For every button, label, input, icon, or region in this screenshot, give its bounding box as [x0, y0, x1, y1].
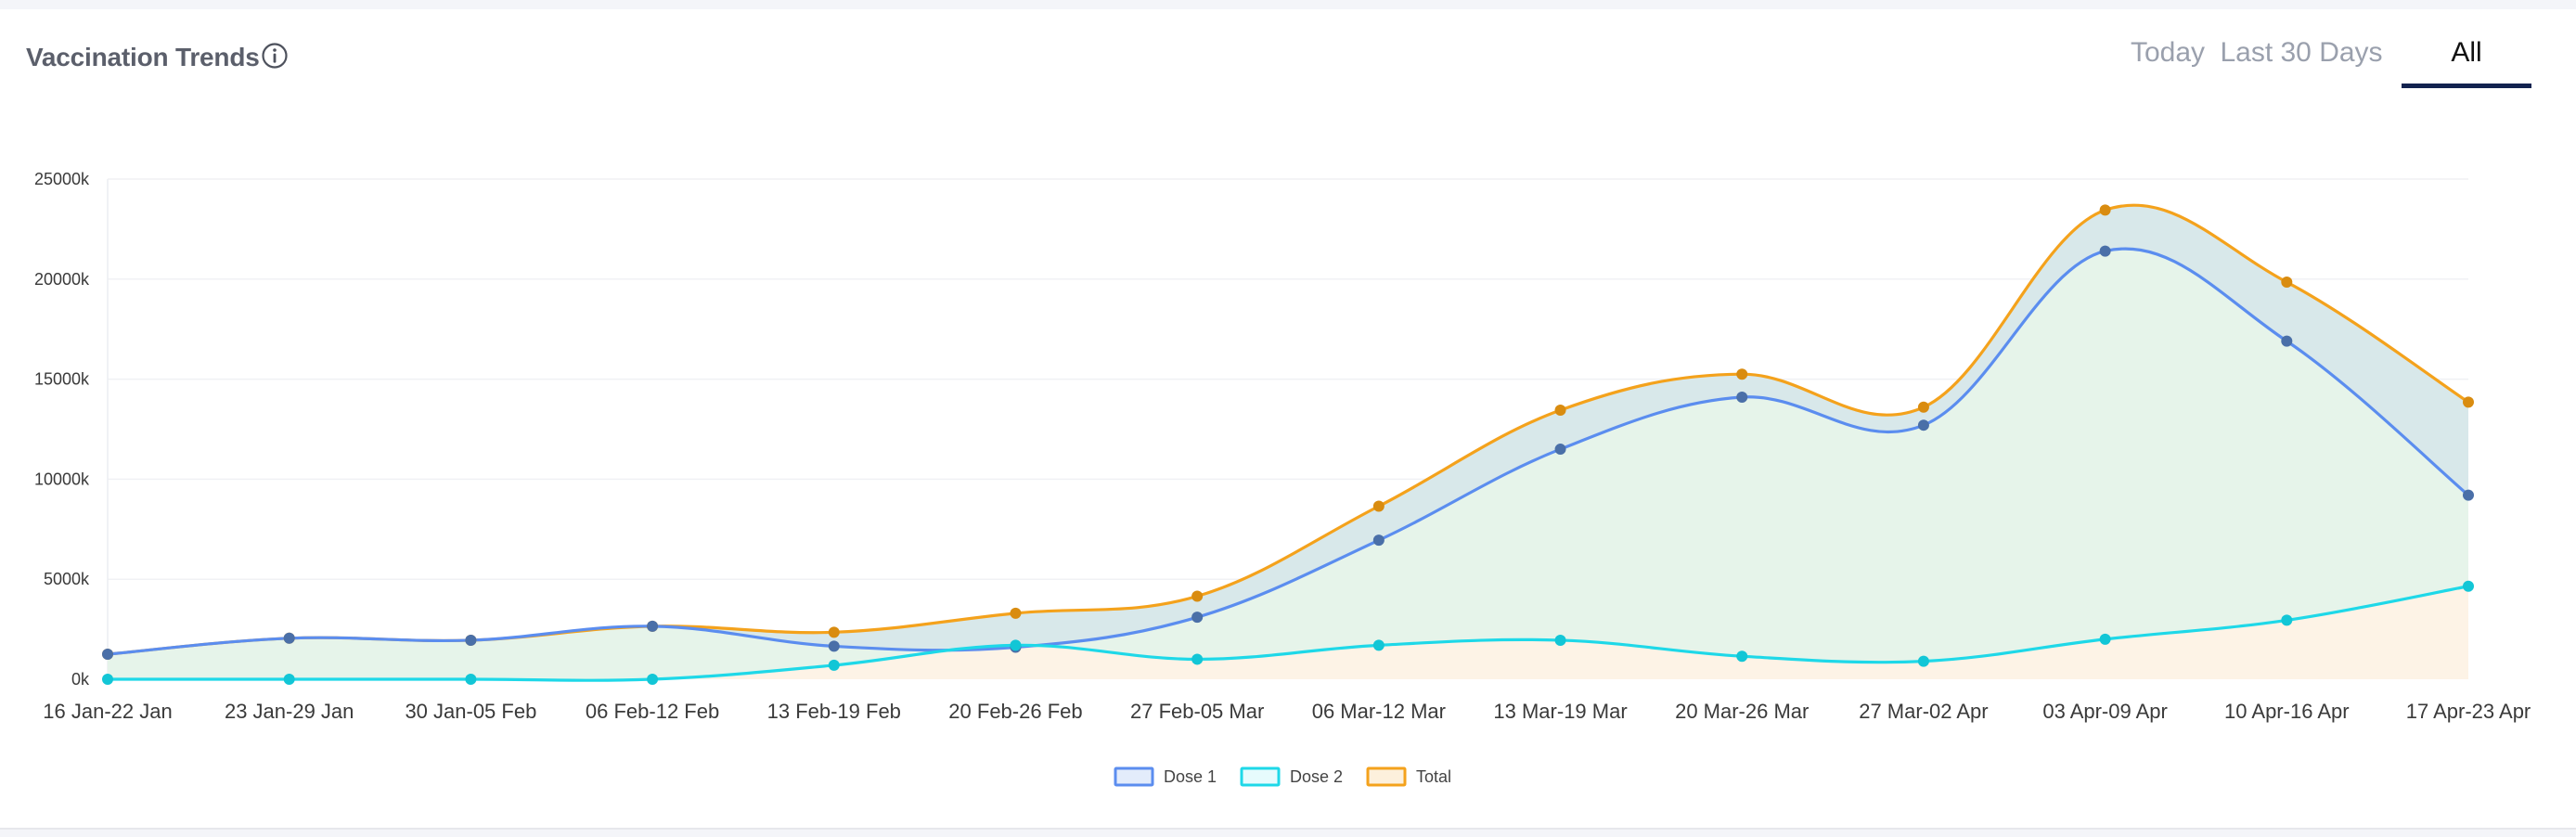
total-point — [1554, 405, 1566, 417]
dose1-point — [2281, 335, 2293, 347]
x-axis: 16 Jan-22 Jan 23 Jan-29 Jan 30 Jan-05 Feb 0… — [43, 700, 2531, 723]
x-tick-label: 03 Apr-09 Apr — [2042, 700, 2168, 723]
dose1-point — [1191, 612, 1204, 624]
y-tick-label: 15000k — [34, 370, 90, 389]
total-point — [1372, 500, 1385, 512]
x-tick-label: 13 Mar-19 Mar — [1493, 700, 1627, 723]
legend-label: Total — [1416, 767, 1451, 786]
dose2-line — [108, 585, 2469, 682]
legend-swatch — [1366, 766, 1407, 787]
y-tick-label: 5000k — [44, 570, 90, 588]
legend-label: Dose 2 — [1290, 767, 1343, 786]
legend-swatch — [1114, 766, 1154, 787]
dose1-point — [1372, 534, 1385, 547]
dose1-point — [1917, 419, 1929, 431]
vaccination-trends-card: Vaccination Trends Today Last 30 Days Al… — [0, 9, 2576, 830]
chart-title: Vaccination Trends — [26, 43, 260, 71]
x-tick-label: 20 Mar-26 Mar — [1675, 700, 1809, 723]
total-point — [1736, 368, 1748, 380]
total-point — [828, 626, 840, 638]
legend-label: Dose 1 — [1164, 767, 1217, 786]
chart-areas — [108, 205, 2468, 681]
vaccination-trends-chart: 0k 5000k 10000k 15000k 20000k 25000k 16 Jan-2… — [34, 170, 2531, 787]
tab-today[interactable]: Today — [2130, 37, 2206, 68]
dose2-point — [1372, 639, 1385, 651]
x-tick-label: 23 Jan-29 Jan — [225, 700, 354, 723]
legend-swatch — [1240, 766, 1281, 787]
x-tick-label: 13 Feb-19 Feb — [767, 700, 901, 723]
dose2-point — [828, 659, 840, 671]
dose1-point — [2099, 245, 2111, 257]
dose1-point — [828, 640, 840, 652]
dose2-point — [465, 674, 477, 685]
dose2-point — [2463, 580, 2474, 592]
y-tick-label: 0k — [71, 670, 90, 689]
dose2-point — [283, 674, 295, 685]
total-point — [1010, 607, 1022, 619]
dose1-point — [465, 634, 477, 646]
total-point — [1917, 401, 1929, 413]
dose1-point — [2463, 489, 2474, 501]
dose1-point — [102, 649, 113, 661]
x-tick-label: 20 Feb-26 Feb — [948, 700, 1082, 723]
dose2-point — [1191, 653, 1204, 665]
chart-legend: Dose 1 Dose 2 Total — [1114, 766, 1451, 787]
y-tick-label: 25000k — [34, 170, 90, 188]
dose2-point — [2281, 614, 2293, 626]
tab-all[interactable]: All — [2451, 37, 2482, 68]
dose2-point — [2099, 633, 2111, 645]
dose2-point — [1736, 650, 1748, 663]
total-point — [2099, 204, 2111, 216]
dose1-point — [647, 620, 659, 632]
dose2-point — [102, 674, 113, 685]
chart-markers — [102, 204, 2474, 685]
dose1-point — [283, 632, 295, 644]
dose2-point — [1554, 634, 1566, 646]
x-tick-label: 06 Feb-12 Feb — [586, 700, 719, 723]
tab-last-30-days[interactable]: Last 30 Days — [2220, 37, 2383, 68]
x-tick-label: 27 Mar-02 Apr — [1859, 700, 1988, 723]
dose2-area — [108, 586, 2468, 681]
dose2-point — [1917, 655, 1929, 667]
x-tick-label: 10 Apr-16 Apr — [2224, 700, 2350, 723]
dose1-point — [1736, 392, 1748, 404]
active-tab-indicator — [2402, 84, 2531, 88]
dose1-area — [108, 249, 2468, 679]
y-axis: 0k 5000k 10000k 15000k 20000k 25000k — [34, 170, 90, 689]
total-point — [2463, 396, 2474, 408]
y-tick-label: 10000k — [34, 470, 90, 488]
x-tick-label: 30 Jan-05 Feb — [405, 700, 536, 723]
x-tick-label: 06 Mar-12 Mar — [1312, 700, 1446, 723]
x-tick-label: 17 Apr-23 Apr — [2406, 700, 2531, 723]
dose2-point — [647, 674, 659, 685]
y-tick-label: 20000k — [34, 270, 90, 289]
dose2-point — [1010, 639, 1022, 651]
card-header: Vaccination Trends — [0, 9, 2576, 102]
info-circle-icon[interactable] — [260, 41, 290, 71]
total-point — [1191, 590, 1204, 602]
total-point — [2281, 277, 2293, 289]
x-tick-label: 27 Feb-05 Mar — [1130, 700, 1264, 723]
x-tick-label: 16 Jan-22 Jan — [43, 700, 172, 723]
dose1-point — [1554, 444, 1566, 456]
